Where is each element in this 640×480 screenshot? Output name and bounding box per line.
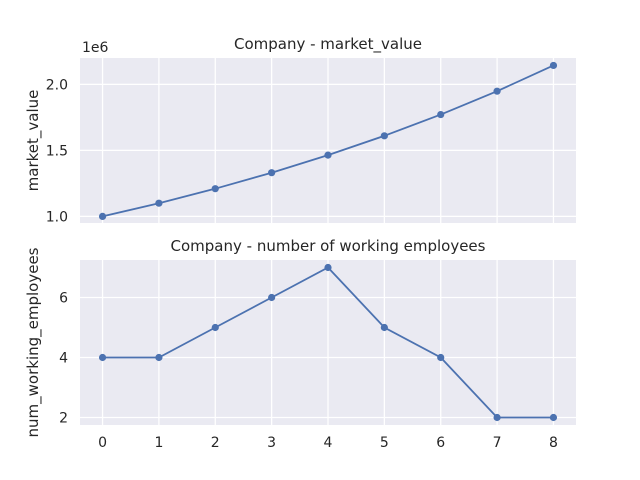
employees-x-tick-label: 5 <box>380 435 389 451</box>
market-value-data-point <box>437 110 445 119</box>
employees-data-point <box>380 323 388 332</box>
market-value-data-point <box>380 132 388 140</box>
employees-x-tick-label: 0 <box>98 435 107 451</box>
employees-data-point <box>98 353 107 362</box>
employees-y-tick-label: 6 <box>59 291 68 307</box>
employees-x-tick-label: 8 <box>549 435 558 451</box>
market-value-data-point <box>155 199 163 207</box>
employees-data-point <box>437 353 445 362</box>
market-value-data-point <box>98 212 107 220</box>
employees-x-tick-label: 7 <box>493 435 502 451</box>
employees-data-point <box>324 263 332 272</box>
employees-y-tick-label: 4 <box>59 351 68 367</box>
employees-x-tick-label: 6 <box>436 435 445 451</box>
employees-chart-title: Company - number of working employees <box>171 237 486 255</box>
market-value-data-point <box>211 185 219 193</box>
employees-y-tick-label: 2 <box>59 411 68 427</box>
market-value-data-point <box>493 87 501 95</box>
employees-data-point <box>493 413 501 422</box>
market-value-y-tick-label: 2.0 <box>46 77 68 93</box>
employees-data-point <box>268 293 276 302</box>
market-value-chart: 1.0 1.5 2.0 Company - market_value market_va… <box>24 35 576 225</box>
employees-y-axis-label: num_working_employees <box>24 247 43 437</box>
market-value-y-tick-label: 1.5 <box>46 143 68 159</box>
employees-data-point <box>211 323 219 332</box>
employees-x-tick-label: 4 <box>324 435 333 451</box>
employees-data-point <box>155 353 163 362</box>
employees-chart: 0 1 2 3 4 5 6 7 8 2 4 6 Company - number of working … <box>24 237 576 451</box>
employees-x-tick-label: 1 <box>154 435 163 451</box>
market-value-data-point <box>324 151 332 159</box>
employees-x-tick-label: 2 <box>211 435 220 451</box>
market-value-y-axis-label: market_value <box>24 90 43 192</box>
market-value-chart-title: Company - market_value <box>234 35 422 54</box>
market-value-data-point <box>268 169 276 177</box>
market-value-y-tick-label: 1.0 <box>46 209 68 225</box>
market-value-data-point <box>549 61 558 70</box>
market-value-y-offset-label: 1e6 <box>82 40 109 56</box>
employees-x-tick-label: 3 <box>267 435 276 451</box>
employees-data-point <box>549 413 558 422</box>
